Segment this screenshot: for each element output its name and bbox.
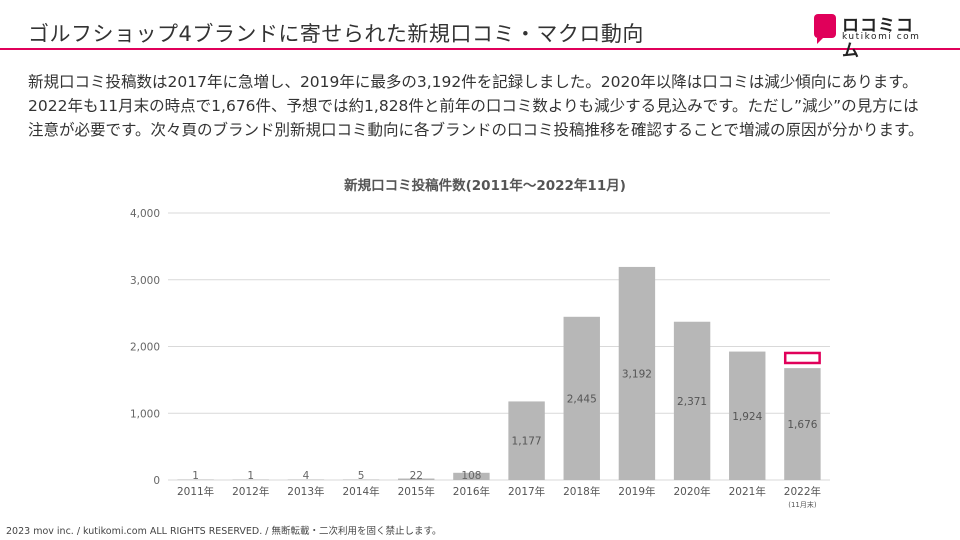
bar — [508, 401, 545, 480]
y-tick-label: 0 — [153, 475, 160, 487]
data-label: 2,371 — [677, 396, 707, 408]
brand-logo: ロコミコム kutikomi com — [814, 12, 924, 61]
x-tick-label: 2021年 — [729, 485, 766, 498]
data-label: 2,445 — [567, 393, 597, 405]
x-tick-label: 2022年 — [784, 485, 821, 498]
x-tick-label: 2020年 — [673, 485, 710, 498]
copyright-footer: 2023 mov inc. / kutikomi.com ALL RIGHTS … — [6, 526, 442, 537]
logo-text: ロコミコム — [842, 16, 914, 61]
y-tick-label: 4,000 — [130, 208, 160, 220]
logo-subtext: kutikomi com — [842, 32, 921, 42]
data-label: 22 — [410, 470, 423, 482]
speech-bubble-icon — [814, 14, 836, 44]
data-label: 1,924 — [732, 411, 762, 423]
x-tick-note: (11月末) — [788, 500, 817, 509]
bar — [287, 479, 325, 480]
bar — [673, 321, 711, 480]
x-tick-label: 2019年 — [618, 485, 655, 498]
data-label: 5 — [358, 470, 365, 482]
x-tick-label: 2013年 — [287, 485, 324, 498]
bar-chart: 新規口コミ投稿件数(2011年〜2022年11月) 0 1,000 2,000 3,00… — [130, 177, 830, 509]
x-tick-label: 2018年 — [563, 485, 600, 498]
bar — [453, 472, 490, 480]
bar — [784, 368, 821, 480]
bar — [177, 479, 214, 480]
bar — [563, 316, 600, 480]
x-tick-label: 2011年 — [177, 485, 214, 498]
bar — [729, 351, 766, 480]
x-tick-label: 2017年 — [508, 485, 545, 498]
x-tick-label: 2012年 — [232, 485, 269, 498]
data-label: 1,676 — [787, 419, 817, 431]
data-label: 1 — [247, 470, 254, 482]
x-tick-label: 2016年 — [453, 485, 490, 498]
chart-title: 新規口コミ投稿件数(2011年〜2022年11月) — [344, 177, 626, 194]
chart-container: 新規口コミ投稿件数(2011年〜2022年11月) 0 1,000 2,000 3,00… — [0, 170, 960, 519]
data-label: 1,177 — [512, 436, 542, 448]
y-tick-label: 2,000 — [130, 342, 160, 354]
forecast-marker — [783, 351, 821, 365]
bar — [232, 479, 269, 480]
y-tick-label: 1,000 — [130, 408, 160, 420]
y-tick-label: 3,000 — [130, 275, 160, 287]
x-tick-label: 2014年 — [342, 485, 379, 498]
data-label: 108 — [461, 470, 481, 482]
x-tick-label: 2015年 — [398, 485, 435, 498]
summary-paragraph: 新規口コミ投稿数は2017年に急増し、2019年に最多の3,192件を記録しまし… — [28, 73, 924, 139]
bar — [342, 479, 380, 480]
data-label: 4 — [303, 470, 310, 482]
title-divider — [0, 48, 960, 50]
page-title: ゴルフショップ4ブランドに寄せられた新規口コミ・マクロ動向 — [28, 22, 644, 46]
bar — [618, 266, 656, 480]
data-label: 3,192 — [622, 368, 652, 380]
bar — [398, 478, 435, 480]
data-label: 1 — [192, 470, 199, 482]
